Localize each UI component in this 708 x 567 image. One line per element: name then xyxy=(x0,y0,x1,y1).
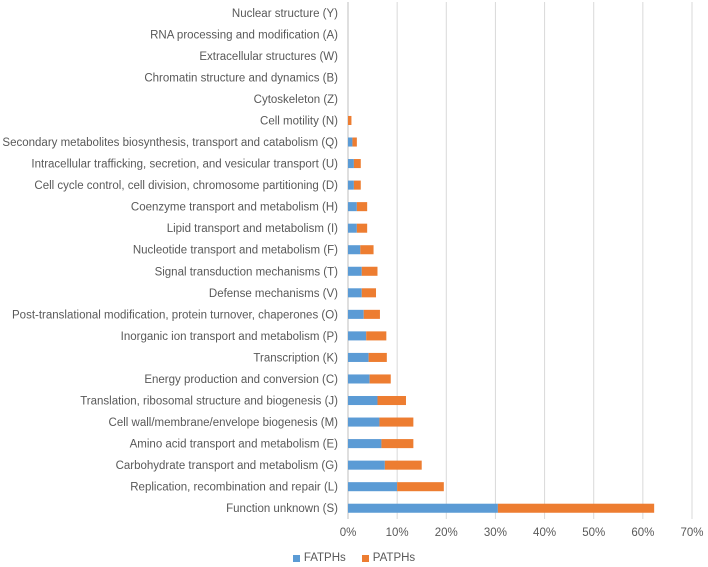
bar-patphs[interactable] xyxy=(363,309,380,319)
legend-item-fatphs[interactable]: FATPHs xyxy=(292,552,346,564)
category-label: Signal transduction mechanisms (T) xyxy=(155,266,339,278)
legend-swatch-patphs xyxy=(361,554,369,562)
bar-fatphs[interactable] xyxy=(348,352,369,362)
category-label: Function unknown (S) xyxy=(226,503,338,515)
x-tick-label: 70% xyxy=(680,527,703,539)
category-label: Amino acid transport and metabolism (E) xyxy=(130,439,339,451)
category-label: Post-translational modification, protein… xyxy=(12,309,338,321)
category-label: Cell cycle control, cell division, chrom… xyxy=(34,180,338,192)
x-tick-labels: 0% 10% 20% 30% 40% 50% 60% 70% xyxy=(340,527,704,539)
bar-fatphs[interactable] xyxy=(348,223,357,233)
category-label: Lipid transport and metabolism (I) xyxy=(167,223,338,235)
category-label: Inorganic ion transport and metabolism (… xyxy=(121,331,338,343)
bar-patphs[interactable] xyxy=(353,180,361,190)
category-labels: Nuclear structure (Y) RNA processing and … xyxy=(2,8,338,515)
bar-patphs[interactable] xyxy=(497,503,655,513)
bar-patphs[interactable] xyxy=(356,202,368,212)
category-label: Nucleotide transport and metabolism (F) xyxy=(133,245,338,257)
category-label: Secondary metabolites biosynthesis, tran… xyxy=(2,137,338,149)
category-label: Intracellular trafficking, secretion, an… xyxy=(31,159,338,171)
category-label: Cell wall/membrane/envelope biogenesis (… xyxy=(109,417,339,429)
category-label: Defense mechanisms (V) xyxy=(209,288,338,300)
x-tick-label: 50% xyxy=(582,527,605,539)
category-label: Nuclear structure (Y) xyxy=(232,8,338,20)
bar-patphs[interactable] xyxy=(369,374,391,384)
bar-fatphs[interactable] xyxy=(348,439,382,449)
bar-patphs[interactable] xyxy=(381,439,414,449)
category-label: Cell motility (N) xyxy=(260,115,338,127)
bar-patphs[interactable] xyxy=(361,266,378,276)
bar-fatphs[interactable] xyxy=(348,202,357,212)
category-label: Chromatin structure and dynamics (B) xyxy=(144,72,338,84)
bar-fatphs[interactable] xyxy=(348,395,378,406)
legend: FATPHs PATPHs xyxy=(0,549,708,567)
x-tick-label: 60% xyxy=(631,527,654,539)
stacked-bars xyxy=(348,115,655,513)
bar-fatphs[interactable] xyxy=(348,137,353,147)
bar-patphs[interactable] xyxy=(377,395,406,406)
legend-label-patphs: PATPHs xyxy=(372,552,416,564)
bar-patphs[interactable] xyxy=(356,223,368,233)
legend-label-fatphs: FATPHs xyxy=(303,552,346,564)
bar-fatphs[interactable] xyxy=(348,288,362,298)
bar-patphs[interactable] xyxy=(353,159,361,169)
bar-fatphs[interactable] xyxy=(348,245,361,255)
bar-fatphs[interactable] xyxy=(348,374,370,384)
bar-fatphs[interactable] xyxy=(348,417,380,427)
category-label: Translation, ribosomal structure and bio… xyxy=(80,396,338,408)
legend-item-patphs[interactable]: PATPHs xyxy=(361,552,416,564)
bar-fatphs[interactable] xyxy=(348,460,385,470)
x-tick-label: 40% xyxy=(533,527,556,539)
bar-patphs[interactable] xyxy=(361,288,377,298)
bar-patphs[interactable] xyxy=(379,417,414,427)
category-label: Coenzyme transport and metabolism (H) xyxy=(131,202,338,214)
bar-patphs[interactable] xyxy=(368,352,387,362)
bar-fatphs[interactable] xyxy=(348,331,367,341)
legend-swatch-fatphs xyxy=(292,554,300,562)
category-label: Transcription (K) xyxy=(253,352,338,364)
bar-fatphs[interactable] xyxy=(348,159,354,169)
bar-fatphs[interactable] xyxy=(348,482,398,492)
x-tick-label: 30% xyxy=(484,527,507,539)
bar-fatphs[interactable] xyxy=(348,503,498,513)
bar-patphs[interactable] xyxy=(352,137,357,147)
bar-patphs[interactable] xyxy=(348,115,352,126)
x-gridlines xyxy=(347,2,693,519)
bar-patphs[interactable] xyxy=(360,245,374,255)
x-tick-label: 0% xyxy=(340,527,357,539)
x-tick-label: 10% xyxy=(386,527,409,539)
bar-fatphs[interactable] xyxy=(348,266,362,276)
x-tick-label: 20% xyxy=(435,527,458,539)
bar-patphs[interactable] xyxy=(397,482,444,492)
category-label: RNA processing and modification (A) xyxy=(150,29,338,41)
category-label: Carbohydrate transport and metabolism (G… xyxy=(116,460,339,472)
bar-patphs[interactable] xyxy=(366,331,387,341)
bar-patphs[interactable] xyxy=(384,460,422,470)
category-label: Replication, recombination and repair (L… xyxy=(130,482,338,494)
bar-fatphs[interactable] xyxy=(348,309,364,319)
category-label: Extracellular structures (W) xyxy=(199,51,338,63)
bar-fatphs[interactable] xyxy=(348,180,354,190)
category-label: Cytoskeleton (Z) xyxy=(254,94,339,106)
category-label: Energy production and conversion (C) xyxy=(144,374,338,386)
